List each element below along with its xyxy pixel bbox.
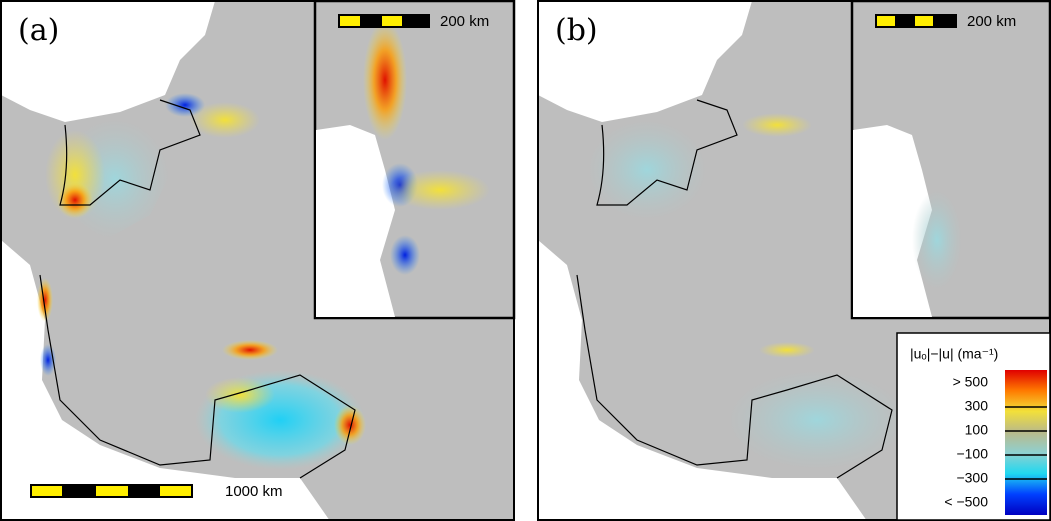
scale-bar — [160, 486, 191, 496]
legend-label: > 500 — [953, 374, 989, 390]
inset-scale-label: 200 km — [967, 13, 1016, 30]
legend-label: −300 — [956, 470, 988, 486]
legend-label: 300 — [965, 398, 989, 414]
velocity-pattern — [587, 120, 707, 220]
velocity-pattern — [222, 340, 278, 360]
velocity-pattern — [205, 377, 275, 413]
colorbar — [1005, 370, 1047, 515]
legend-label: 100 — [965, 422, 989, 438]
velocity-pattern — [759, 342, 815, 358]
panel-label: (a) — [18, 13, 59, 48]
grounding-line — [576, 274, 893, 479]
velocity-pattern — [742, 113, 812, 137]
scale-bar — [340, 16, 360, 26]
legend-label: < −500 — [944, 494, 988, 510]
scale-bar — [877, 16, 895, 26]
grounding-line — [39, 274, 356, 479]
velocity-pattern — [37, 278, 53, 322]
velocity-pattern — [390, 170, 490, 210]
grounding-line — [59, 99, 201, 206]
grounding-line — [596, 99, 738, 206]
panel-frame — [0, 0, 515, 521]
velocity-pattern — [190, 102, 260, 138]
scale-bar — [96, 486, 128, 496]
legend-label: −100 — [956, 446, 988, 462]
velocity-pattern — [390, 235, 420, 275]
inset-scale-label: 200 km — [440, 13, 489, 30]
scale-label: 1000 km — [225, 483, 283, 500]
ocean — [1, 1, 215, 122]
velocity-pattern — [334, 405, 366, 445]
panel-a: 200 km 1000 km (a) — [0, 0, 516, 521]
scale-bar — [915, 16, 933, 26]
velocity-pattern — [912, 190, 962, 290]
legend-title: |uₒ|−|u| (ma⁻¹) — [910, 346, 998, 362]
inset-ocean — [853, 125, 932, 317]
velocity-pattern — [363, 20, 407, 140]
scale-bar — [382, 16, 402, 26]
ocean — [1, 240, 330, 521]
ocean — [538, 1, 752, 122]
velocity-pattern — [57, 182, 93, 218]
scale-bar — [32, 486, 62, 496]
panel-label: (b) — [555, 13, 598, 48]
legend: |uₒ|−|u| (ma⁻¹) > 500 300 100 −100 −300 < −50… — [896, 332, 1051, 521]
panel-frame — [537, 0, 1051, 521]
ocean — [538, 240, 867, 521]
inset-ocean — [316, 125, 395, 317]
velocity-pattern — [727, 370, 907, 470]
